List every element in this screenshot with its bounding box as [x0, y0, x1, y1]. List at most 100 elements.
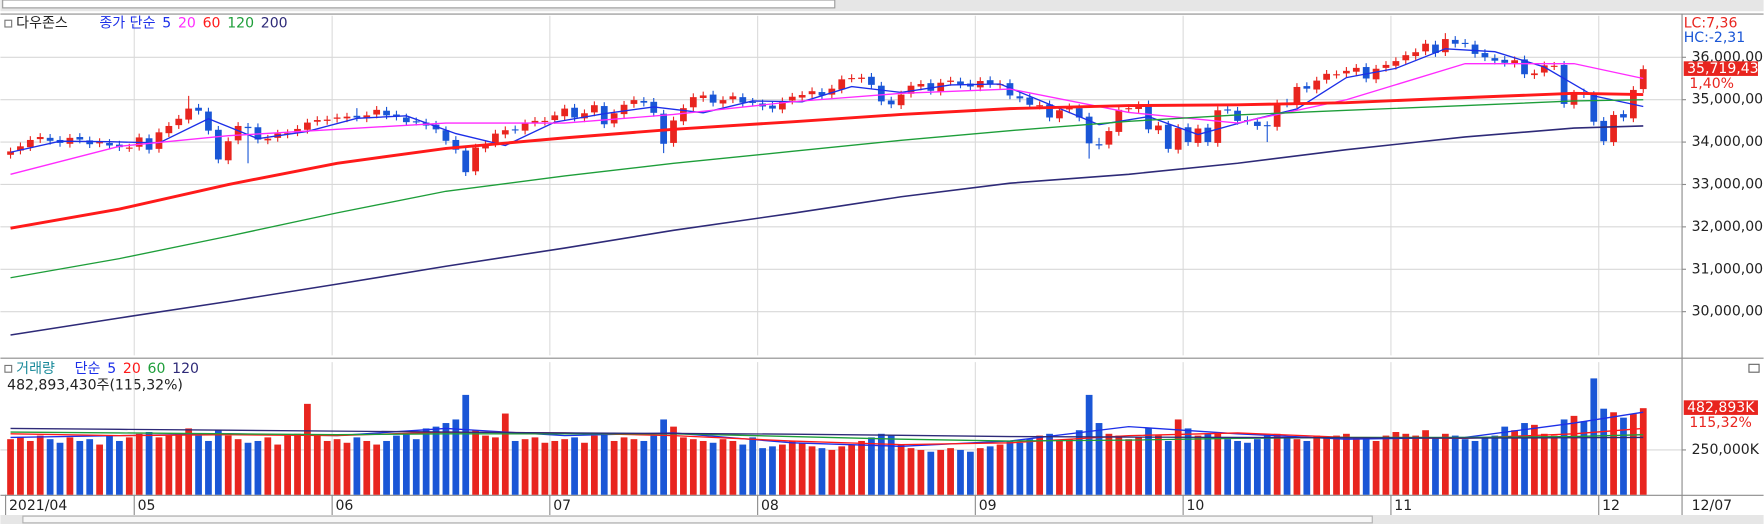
candle-body: [294, 128, 301, 133]
candle-body: [373, 109, 381, 115]
volume-bar: [106, 435, 113, 495]
volume-bar: [1046, 433, 1053, 495]
candle-body: [1620, 114, 1627, 118]
volume-bar: [1570, 415, 1578, 495]
volume-bar: [1560, 419, 1568, 495]
candle-body: [838, 79, 846, 90]
candle-body: [106, 142, 113, 146]
volume-bar: [1085, 394, 1093, 495]
candle-body: [1372, 68, 1380, 80]
candle-body: [1135, 105, 1142, 110]
volume-bar: [541, 442, 549, 495]
panel-button[interactable]: [1748, 363, 1760, 373]
candle-body: [472, 147, 479, 172]
toolbar-field[interactable]: [2, 0, 836, 9]
candle-body: [749, 101, 757, 103]
candle-body: [600, 106, 608, 125]
volume-bar: [511, 440, 519, 495]
candle-body: [244, 126, 252, 129]
volume-bar: [660, 419, 668, 495]
candle-body: [313, 120, 321, 122]
volume-bar: [1244, 442, 1251, 495]
volume-bar: [769, 446, 776, 495]
candle-body: [1639, 69, 1647, 90]
volume-bar: [1224, 439, 1232, 495]
candle-body: [185, 108, 193, 120]
x-tick-label: 05: [138, 498, 156, 514]
volume-bar: [1263, 435, 1271, 495]
candle-body: [1412, 52, 1420, 57]
volume-bar: [492, 437, 499, 495]
candle-body: [1026, 97, 1034, 105]
candle-body: [462, 150, 470, 173]
volume-bar: [818, 448, 826, 495]
candle-body: [808, 91, 816, 95]
candle-body: [511, 129, 519, 131]
candle-body: [1511, 60, 1518, 64]
volume-bar: [927, 451, 935, 495]
candle-body: [957, 81, 964, 85]
volume-bar: [1511, 430, 1518, 495]
volume-bar: [1343, 433, 1350, 495]
volume-bar: [254, 440, 262, 495]
volume-bar: [1521, 423, 1528, 495]
candle-body: [195, 107, 202, 111]
last-volume-label: 482,893K: [1687, 400, 1755, 416]
scroll-thumb[interactable]: [22, 515, 1373, 524]
volume-bar: [294, 433, 301, 495]
volume-bar: [957, 449, 964, 495]
lc-label: LC:7,36: [1684, 16, 1738, 32]
volume-bar: [521, 439, 529, 495]
volume-bar: [561, 439, 569, 495]
candle-body: [86, 140, 94, 145]
volume-bar: [1164, 440, 1172, 495]
candle-body: [877, 85, 885, 102]
candle-body: [571, 107, 578, 118]
candle-body: [917, 83, 925, 87]
candle-body: [1293, 86, 1301, 105]
change-label: 1,40%: [1689, 76, 1734, 92]
legend-icon: [4, 19, 13, 28]
candle-body: [17, 146, 24, 151]
candle-body: [7, 151, 14, 155]
candle-body: [234, 125, 242, 141]
volume-bar: [808, 446, 816, 495]
candle-body: [689, 97, 697, 108]
candle-body: [709, 94, 717, 103]
x-tick-label: 11: [1394, 498, 1412, 514]
volume-bar: [967, 451, 974, 495]
candle-body: [1610, 114, 1617, 143]
y-tick-label: 30,000,00: [1692, 304, 1763, 320]
volume-bar: [581, 442, 588, 495]
volume-bar: [1333, 435, 1340, 495]
volume-bar: [749, 437, 757, 495]
candle-body: [96, 142, 103, 144]
volume-bar: [155, 437, 163, 495]
candle-body: [858, 77, 865, 79]
candle-body: [76, 136, 84, 140]
candle-body: [175, 118, 183, 126]
y-tick-label: 34,000,00: [1692, 134, 1763, 150]
candle-body: [1600, 120, 1608, 142]
candle-body: [1402, 55, 1410, 61]
volume-bar: [1402, 433, 1410, 495]
volume-bar: [432, 426, 440, 495]
volume-bar: [976, 448, 984, 495]
candle-body: [304, 122, 311, 130]
volume-bar: [482, 435, 489, 495]
volume-bar: [1026, 439, 1034, 495]
volume-bar: [86, 439, 94, 495]
candle-body: [729, 96, 737, 100]
volume-bar: [1600, 408, 1608, 495]
volume-bar: [1580, 421, 1588, 495]
volume-bar: [313, 435, 321, 495]
volume-bar: [125, 437, 133, 495]
volume-bar: [838, 446, 846, 495]
legend-entry: 60: [148, 361, 166, 377]
volume-bar: [1253, 439, 1261, 495]
candle-body: [541, 120, 549, 123]
candle-body: [442, 130, 450, 141]
volume-bar: [719, 439, 727, 495]
candle-body: [670, 120, 677, 143]
